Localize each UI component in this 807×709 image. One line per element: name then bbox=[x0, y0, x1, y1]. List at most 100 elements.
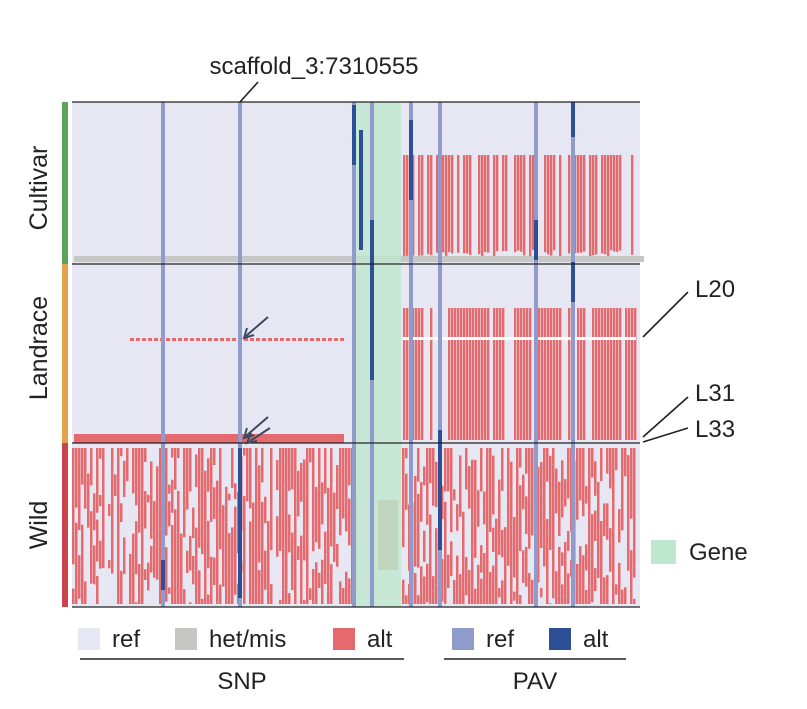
alt-cell bbox=[429, 547, 432, 588]
wild-group-bar bbox=[62, 443, 68, 607]
alt-cell bbox=[406, 308, 409, 440]
alt-cell bbox=[210, 448, 213, 480]
arrow-3 bbox=[249, 427, 271, 442]
alt-cell bbox=[330, 486, 333, 529]
alt-cell bbox=[135, 448, 138, 485]
alt-cell bbox=[342, 448, 345, 481]
alt-cell bbox=[630, 556, 633, 586]
alt-cell bbox=[501, 580, 504, 604]
alt-cell bbox=[459, 461, 462, 488]
alt-cell bbox=[432, 576, 435, 592]
alt-cell bbox=[448, 155, 451, 253]
alt-cell bbox=[201, 513, 204, 522]
alt-cell bbox=[192, 555, 195, 585]
alt-cell bbox=[324, 554, 327, 584]
alt-cell bbox=[330, 528, 333, 547]
alt-cell bbox=[600, 585, 603, 604]
alt-cell bbox=[150, 494, 153, 539]
alt-cell bbox=[120, 585, 123, 604]
alt-cell bbox=[466, 155, 469, 254]
alt-cell bbox=[336, 465, 339, 509]
alt-cell bbox=[258, 517, 261, 563]
alt-cell bbox=[312, 520, 315, 552]
arrow-3-head bbox=[245, 432, 258, 445]
alt-cell bbox=[327, 572, 330, 592]
alt-cell bbox=[567, 573, 570, 589]
alt-cell bbox=[459, 574, 462, 604]
alt-cell bbox=[306, 575, 309, 604]
alt-cell bbox=[309, 588, 312, 600]
alt-cell bbox=[631, 308, 634, 440]
alt-cell bbox=[135, 602, 138, 604]
alt-cell bbox=[288, 482, 291, 491]
alt-cell bbox=[150, 545, 153, 573]
alt-cell bbox=[270, 518, 273, 527]
alt-cell bbox=[141, 488, 144, 520]
alt-cell bbox=[555, 571, 558, 604]
alt-cell bbox=[453, 489, 456, 501]
alt-cell bbox=[486, 589, 489, 604]
alt-cell bbox=[321, 482, 324, 505]
alt-cell bbox=[484, 155, 487, 253]
alt-cell bbox=[421, 155, 424, 256]
alt-cell bbox=[451, 308, 454, 440]
alt-cell bbox=[246, 448, 249, 458]
alt-cell bbox=[285, 486, 288, 530]
alt-cell bbox=[414, 499, 417, 537]
alt-cell bbox=[429, 534, 432, 548]
group-label-wild: Wild bbox=[25, 501, 53, 550]
alt-cell bbox=[201, 503, 204, 514]
alt-cell bbox=[462, 511, 465, 552]
alt-cell bbox=[486, 470, 489, 497]
alt-cell bbox=[183, 490, 186, 506]
alt-cell bbox=[463, 308, 466, 440]
alt-cell bbox=[204, 520, 207, 536]
alt-cell bbox=[117, 580, 120, 604]
alt-cell bbox=[186, 465, 189, 488]
alt-cell bbox=[558, 506, 561, 537]
alt-cell bbox=[531, 579, 534, 604]
alt-cell bbox=[231, 448, 234, 488]
alt-cell bbox=[159, 546, 162, 568]
alt-cell bbox=[492, 527, 495, 552]
arrow-1-head bbox=[242, 327, 255, 340]
alt-cell bbox=[579, 448, 582, 467]
alt-cell bbox=[516, 482, 519, 491]
alt-cell bbox=[616, 155, 619, 252]
alt-cell bbox=[544, 308, 547, 440]
alt-cell bbox=[225, 553, 228, 574]
legend-snp-alt-swatch bbox=[333, 628, 355, 650]
alt-cell bbox=[294, 517, 297, 563]
alt-cell bbox=[561, 552, 564, 566]
alt-cell bbox=[516, 547, 519, 586]
alt-cell bbox=[102, 493, 105, 524]
alt-cell bbox=[147, 562, 150, 591]
alt-cell bbox=[460, 308, 463, 440]
alt-cell bbox=[417, 532, 420, 568]
alt-cell bbox=[204, 535, 207, 568]
alt-cell bbox=[633, 506, 636, 517]
legend-snp-ref-label: ref bbox=[112, 626, 140, 653]
alt-cell bbox=[102, 448, 105, 484]
alt-cell bbox=[303, 523, 306, 540]
alt-cell bbox=[540, 587, 543, 598]
alt-cell bbox=[436, 155, 439, 253]
alt-cell bbox=[228, 533, 231, 548]
alt-cell bbox=[610, 155, 613, 251]
alt-cell bbox=[177, 543, 180, 551]
alt-cell bbox=[633, 566, 636, 578]
alt-cell bbox=[576, 588, 579, 604]
alt-cell bbox=[315, 527, 318, 543]
alt-cell bbox=[300, 462, 303, 502]
alt-cell bbox=[75, 522, 78, 568]
alt-cell bbox=[303, 486, 306, 517]
alt-cell bbox=[552, 585, 555, 599]
pav-alt-segment bbox=[438, 430, 442, 550]
alt-cell bbox=[603, 503, 606, 537]
alt-cell bbox=[282, 589, 285, 604]
alt-cell bbox=[327, 591, 330, 604]
alt-cell bbox=[177, 550, 180, 589]
arrow-1 bbox=[245, 316, 269, 337]
alt-cell bbox=[471, 520, 474, 550]
alt-cell bbox=[543, 448, 546, 475]
